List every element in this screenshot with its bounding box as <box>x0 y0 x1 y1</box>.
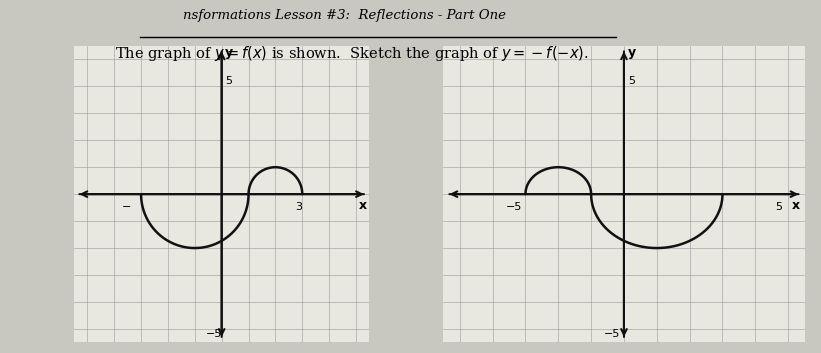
Text: 3: 3 <box>296 202 303 212</box>
Text: 5: 5 <box>775 202 782 212</box>
Text: x: x <box>791 199 800 212</box>
Text: The graph of $y = f(x)$ is shown.  Sketch the graph of $y = -f(-x)$.: The graph of $y = f(x)$ is shown. Sketch… <box>115 44 589 63</box>
Text: x: x <box>359 199 367 212</box>
Text: y: y <box>628 46 636 59</box>
Text: nsformations Lesson #3:  Reflections - Part One: nsformations Lesson #3: Reflections - Pa… <box>183 9 507 22</box>
Text: −5: −5 <box>604 329 621 339</box>
Text: 5: 5 <box>225 76 232 85</box>
Text: 5: 5 <box>628 76 635 85</box>
Text: −: − <box>122 202 131 212</box>
Text: y: y <box>225 46 233 59</box>
Text: −5: −5 <box>506 202 522 212</box>
Text: −5: −5 <box>205 329 222 339</box>
